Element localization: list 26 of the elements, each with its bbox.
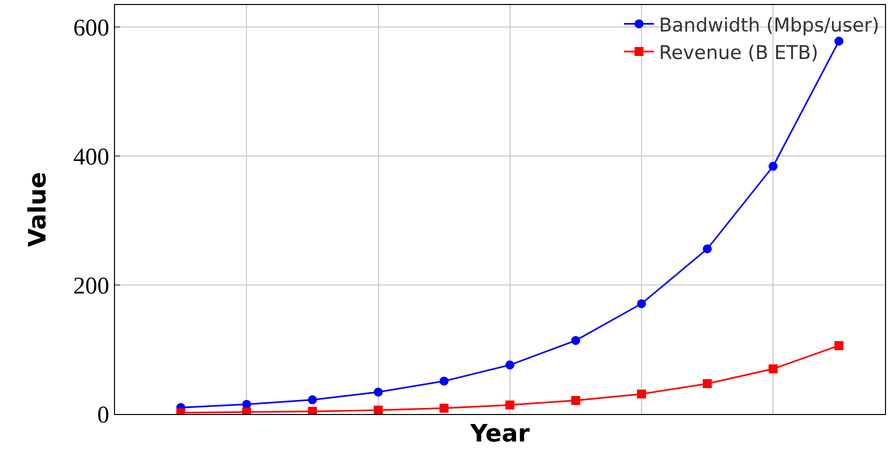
point xyxy=(440,376,449,386)
legend-label: Revenue (B ETB) xyxy=(659,42,818,64)
point xyxy=(834,36,844,46)
point xyxy=(768,162,778,171)
y-tick-label: 0 xyxy=(97,402,110,428)
point xyxy=(768,364,778,374)
point xyxy=(308,406,317,414)
x-axis-title: Year xyxy=(469,419,530,448)
point xyxy=(505,400,514,410)
y-axis-title: Value xyxy=(23,172,52,248)
point xyxy=(702,244,712,254)
y-tick-label: 200 xyxy=(73,273,110,300)
y-tick-label: 600 xyxy=(73,15,110,42)
legend-label: Bandwidth (Mbps/user) xyxy=(659,14,880,36)
point xyxy=(374,406,383,414)
point xyxy=(637,390,646,398)
point xyxy=(505,360,514,370)
point xyxy=(834,341,844,350)
point xyxy=(374,388,383,397)
point xyxy=(440,404,449,413)
point xyxy=(571,396,580,405)
y-tick-label: 400 xyxy=(73,144,110,170)
point xyxy=(637,299,646,308)
point xyxy=(308,395,317,404)
point xyxy=(571,336,580,345)
point xyxy=(702,379,712,388)
